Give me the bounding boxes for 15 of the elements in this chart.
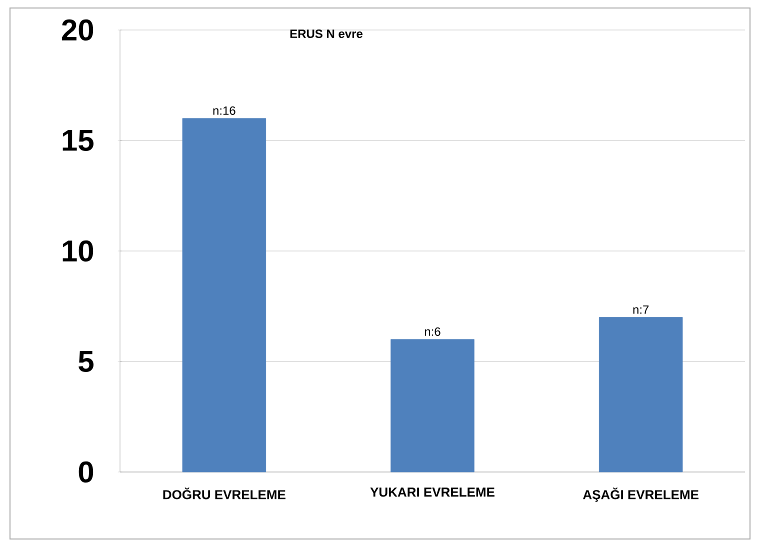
data-label: n:7 (633, 306, 649, 314)
y-tick-label: 5 (78, 351, 94, 372)
x-tick-label: AŞAĞI EVRELEME (583, 488, 698, 502)
bar (598, 317, 683, 472)
data-label: n:16 (213, 106, 236, 115)
y-tick-label: 0 (78, 461, 94, 483)
x-tick-label: YUKARI EVRELEME (370, 488, 494, 497)
x-tick-label: DOĞRU EVRELEME (163, 488, 286, 500)
y-tick-label: 20 (62, 19, 94, 41)
y-tick-label: 15 (62, 130, 94, 151)
bar (182, 118, 266, 472)
chart-title: ERUS N evre (290, 30, 362, 38)
y-tick-label: 10 (62, 240, 94, 262)
data-label: n:6 (424, 327, 440, 336)
bar (390, 339, 474, 472)
